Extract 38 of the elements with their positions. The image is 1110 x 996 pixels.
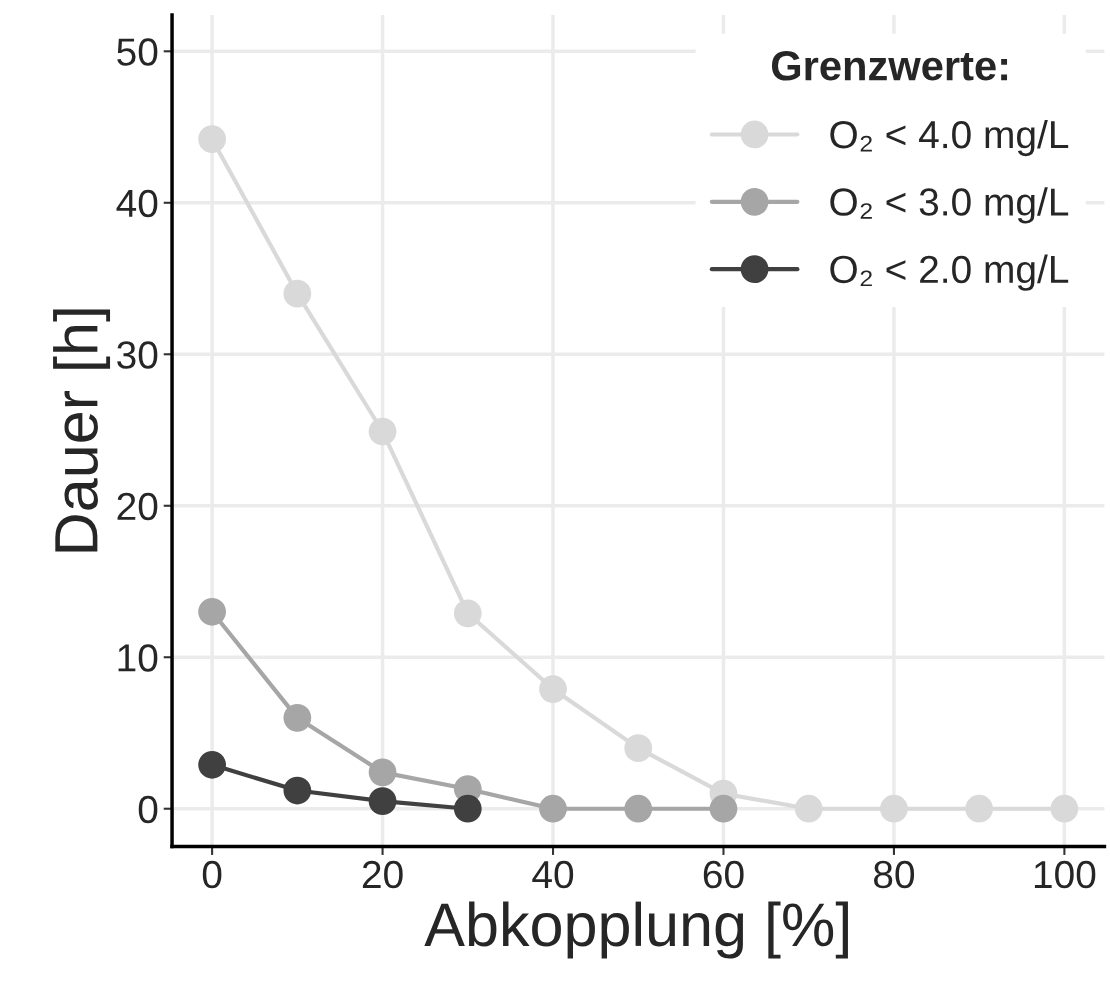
y-tick-label: 40 <box>116 189 158 218</box>
point <box>965 794 994 823</box>
point <box>453 599 482 628</box>
y-tick-label: 30 <box>117 341 158 369</box>
y-tick-label: 20 <box>117 492 158 521</box>
x-tick-label: 20 <box>362 860 403 889</box>
point <box>624 734 653 763</box>
y-axis-title: Dauer [h] <box>53 309 111 552</box>
legend-title: Grenzwerte: <box>771 51 1008 81</box>
point <box>794 794 823 823</box>
point <box>880 794 908 823</box>
x-tick-label: 40 <box>532 860 574 889</box>
point <box>709 794 738 823</box>
y-tick-label: 0 <box>138 795 158 824</box>
x-tick-label: 100 <box>1034 860 1096 889</box>
point <box>539 675 567 703</box>
x-tick-label: 0 <box>202 860 222 889</box>
y-tick-label: 50 <box>117 38 158 66</box>
point <box>539 794 567 823</box>
legend-label: O₂ < 4.0 mg/L <box>830 119 1069 157</box>
legend-label: O₂ < 3.0 mg/L <box>830 187 1069 224</box>
y-tick-label: 10 <box>118 644 158 672</box>
x-tick-label: 80 <box>874 860 915 889</box>
point <box>198 125 226 154</box>
point <box>368 787 397 816</box>
legend-label: O₂ < 2.0 mg/L <box>830 254 1069 291</box>
x-axis-title: Abkopplung [%] <box>424 901 848 959</box>
point <box>283 703 312 732</box>
point <box>1050 794 1079 823</box>
point <box>198 750 226 779</box>
point <box>624 794 653 823</box>
point <box>368 758 397 787</box>
point <box>453 794 482 823</box>
point <box>198 597 226 626</box>
x-tick-label: 60 <box>703 860 744 889</box>
point <box>283 776 312 805</box>
point <box>368 417 397 446</box>
point <box>283 279 312 308</box>
